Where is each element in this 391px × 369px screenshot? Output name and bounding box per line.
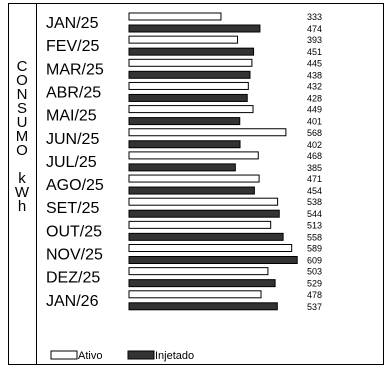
bar-injetado (128, 256, 298, 264)
bar-injetado (128, 24, 261, 33)
value-label-injetado: 609 (307, 256, 322, 266)
bar-injetado (128, 140, 241, 149)
value-label-ativo: 449 (307, 105, 322, 115)
value-label-ativo: 333 (307, 12, 322, 22)
value-label-ativo: 468 (307, 151, 322, 161)
value-label-injetado: 451 (307, 47, 322, 57)
bar-ativo (128, 267, 269, 276)
month-label: MAR/25 (46, 61, 104, 78)
month-label: DEZ/25 (46, 270, 100, 287)
value-label-injetado: 558 (307, 232, 322, 242)
y-axis-label-char: k (18, 170, 26, 187)
bar-ativo (128, 81, 249, 90)
month-label: OUT/25 (46, 223, 102, 240)
month-label: SET/25 (46, 200, 99, 217)
y-axis-label-char: W (14, 184, 30, 201)
bar-ativo (128, 12, 222, 21)
value-label-injetado: 401 (307, 117, 322, 127)
bar-ativo (128, 290, 262, 299)
legend-label-ativo: Ativo (78, 350, 102, 362)
value-label-ativo: 589 (307, 244, 322, 254)
bar-ativo (128, 197, 279, 206)
bar-injetado (128, 47, 255, 56)
value-label-ativo: 445 (307, 58, 322, 68)
value-label-injetado: 544 (307, 209, 322, 219)
bar-injetado (128, 163, 236, 172)
value-label-ativo: 432 (307, 81, 322, 91)
value-label-injetado: 529 (307, 279, 322, 289)
month-label: ABR/25 (46, 84, 101, 101)
bar-injetado (128, 186, 255, 195)
value-label-ativo: 503 (307, 267, 322, 277)
month-label: JAN/26 (46, 293, 99, 310)
value-label-injetado: 537 (307, 302, 322, 312)
month-label: AGO/25 (46, 177, 104, 194)
value-label-injetado: 428 (307, 93, 322, 103)
value-label-injetado: 454 (307, 186, 322, 196)
y-axis-label-char: N (16, 86, 28, 103)
y-axis-label-char: O (16, 142, 28, 159)
y-axis-label-char: C (16, 58, 28, 75)
month-label: MAI/25 (46, 108, 97, 125)
y-axis-label-char: M (15, 128, 29, 145)
legend-label-injetado: Injetado (155, 350, 194, 362)
value-label-injetado: 438 (307, 70, 322, 80)
value-label-ativo: 478 (307, 290, 322, 300)
axis-divider (36, 3, 37, 365)
month-label: JUL/25 (46, 154, 97, 171)
bar-ativo (128, 58, 253, 67)
y-axis-label-char: U (16, 114, 28, 131)
value-label-injetado: 402 (307, 140, 322, 150)
bar-injetado (128, 209, 280, 218)
value-label-ativo: 393 (307, 35, 322, 45)
month-label: NOV/25 (46, 247, 103, 264)
legend-swatch-ativo (50, 350, 78, 360)
bar-ativo (128, 174, 260, 183)
bar-ativo (128, 105, 254, 114)
chart-frame (8, 3, 384, 365)
value-label-injetado: 385 (307, 163, 322, 173)
month-label: JUN/25 (46, 131, 99, 148)
bar-ativo (128, 244, 293, 252)
value-label-ativo: 568 (307, 128, 322, 138)
bar-injetado (128, 279, 276, 288)
legend-swatch-injetado (127, 350, 155, 360)
value-label-injetado: 474 (307, 24, 322, 34)
y-axis-label-char: S (16, 100, 27, 117)
bar-injetado (128, 93, 248, 102)
y-axis-label-char: O (16, 72, 28, 89)
bar-injetado (128, 232, 284, 241)
value-label-ativo: 513 (307, 220, 322, 230)
bar-ativo (128, 151, 259, 160)
bar-injetado (128, 302, 278, 311)
bar-ativo (128, 220, 272, 229)
y-axis-label-char: h (17, 198, 27, 215)
month-label: JAN/25 (46, 15, 99, 32)
bar-ativo (128, 128, 287, 137)
bar-injetado (128, 70, 251, 79)
month-label: FEV/25 (46, 38, 99, 55)
bar-ativo (128, 35, 239, 44)
value-label-ativo: 471 (307, 174, 322, 184)
value-label-ativo: 538 (307, 197, 322, 207)
bar-injetado (128, 117, 241, 126)
